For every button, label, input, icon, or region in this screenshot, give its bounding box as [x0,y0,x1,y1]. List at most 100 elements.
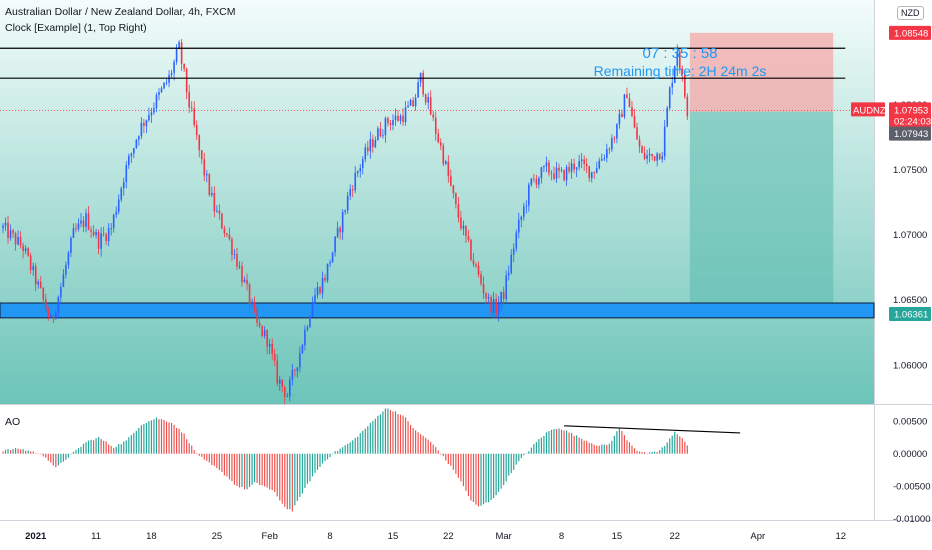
candle-body [585,163,588,167]
ao-bar [261,453,263,486]
candle-body [65,265,67,275]
candle-body [238,266,241,268]
ao-legend[interactable]: AO [5,416,21,428]
ao-bar [515,453,517,465]
candle-body [497,303,500,314]
candle-body [22,245,24,252]
support-price-tag: 1.06361 [894,309,928,320]
candle-body [673,66,676,83]
candle-body [467,235,470,240]
ao-bar [233,453,236,485]
ao-bar [201,453,203,457]
candle-body [339,227,341,233]
candle-body [412,99,414,107]
indicator-legend[interactable]: Clock [Example] (1, Top Right) [5,22,147,34]
candle-body [382,135,384,137]
forecast-stop-zone[interactable] [689,111,834,305]
ao-bar [362,430,364,454]
ao-bar [349,442,351,454]
candle-body [271,343,274,354]
candle-body [442,145,445,164]
candle-body [558,167,560,171]
candle-body [626,94,628,99]
candle-body [316,287,319,296]
ao-bar [372,420,374,454]
candle-body [623,94,626,117]
ao-bar [498,453,500,492]
ao-tick-label: 0.00500 [893,417,927,428]
candle-body [346,195,349,211]
candle-body [653,156,656,161]
candle-body [548,162,550,174]
ao-bar [150,420,153,454]
ao-bar [387,408,389,454]
candle-body [304,329,306,346]
candle-body [150,112,153,116]
currency-button[interactable]: NZD [897,6,924,20]
candle-body [646,155,648,159]
ao-bar [143,424,145,454]
forecast-profit-zone[interactable] [689,32,834,112]
ao-bar [540,437,543,454]
candle-body [656,153,658,161]
ao-bar [638,451,641,454]
ao-bar [218,453,220,471]
ao-bar [115,446,117,454]
ao-bar [399,414,402,454]
candle-body [248,284,251,304]
target-price-tag: 1.08548 [894,28,928,39]
price-tick-label: 1.07000 [893,230,927,241]
candle-body [14,233,17,245]
candle-body [490,297,492,313]
ao-bar [455,453,457,474]
ao-bar [452,453,454,470]
ao-bar [85,442,87,454]
ao-bar [432,444,434,454]
candle-body [636,127,638,140]
candle-body [507,273,510,276]
candle-body [32,266,34,271]
candle-body [573,163,575,170]
ao-bar [591,443,593,454]
candle-body [145,120,148,127]
candle-body [414,97,417,107]
candle-body [611,138,613,150]
candle-body [301,345,304,354]
ao-bar [60,453,62,463]
ao-bar [9,449,12,454]
candle-body [538,178,540,185]
ao-bar [259,453,261,485]
ao-bar [611,440,613,454]
candle-body [90,229,92,232]
ao-bar [188,443,190,454]
ao-bar [618,428,621,454]
ao-bar [304,453,306,489]
candle-body [487,297,490,299]
candle-body [658,153,661,160]
ao-bar [65,453,67,460]
ao-bar [4,449,7,454]
time-tick-label: 8 [559,531,564,542]
time-tick-label: 22 [443,531,454,542]
support-zone[interactable] [0,302,875,319]
ao-bar [223,453,226,476]
candle-body [638,139,641,147]
candle-body [213,193,216,212]
candle-body [296,367,299,371]
candle-body [195,125,198,136]
ao-bar [77,448,80,454]
candle-body [631,107,633,116]
candle-body [560,169,563,171]
candle-body [241,266,243,283]
candle-body [67,252,70,266]
symbol-legend[interactable]: Australian Dollar / New Zealand Dollar, … [5,6,236,18]
candle-body [283,386,286,397]
candle-body [553,173,555,179]
ao-bar [470,453,472,501]
ao-bar [425,437,427,454]
ao-trendline[interactable] [564,425,741,434]
ao-bar [603,444,605,454]
candle-body [480,274,482,284]
candle-body [528,184,530,206]
